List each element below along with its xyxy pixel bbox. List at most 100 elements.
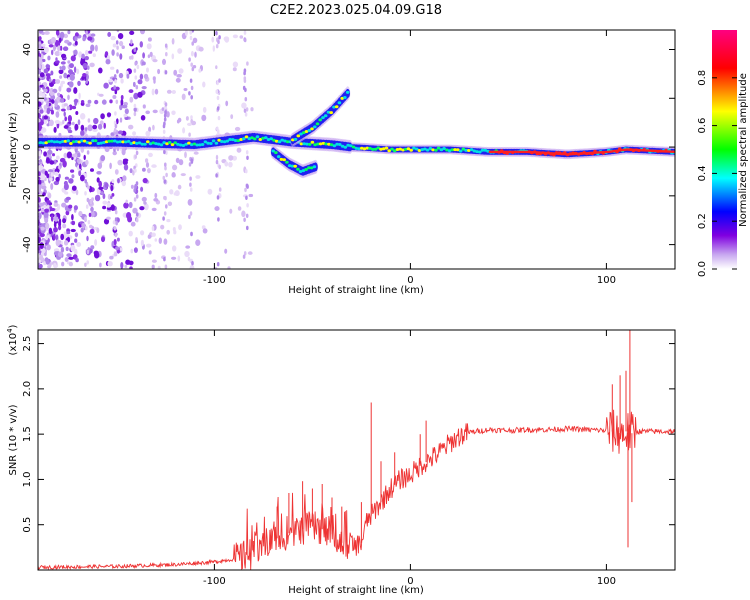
ridge-core [82, 139, 87, 143]
ridge-core [458, 149, 463, 153]
noise-blob [49, 176, 53, 182]
noise-blob [232, 155, 237, 161]
noise-blob [163, 211, 167, 216]
noise-blob [177, 48, 183, 54]
noise-blob [110, 35, 116, 41]
ridge-core [272, 138, 276, 142]
noise-blob [90, 168, 94, 172]
noise-blob [84, 191, 87, 196]
ridge-core [184, 142, 188, 146]
noise-blob [68, 204, 73, 209]
noise-blob [165, 52, 168, 57]
noise-blob [166, 229, 170, 235]
ridge-core [146, 140, 150, 144]
noise-blob [215, 44, 219, 49]
noise-blob [164, 162, 167, 167]
noise-blob [188, 162, 192, 167]
noise-blob [71, 121, 75, 126]
noise-blob [82, 62, 88, 69]
noise-blob [191, 41, 194, 46]
noise-blob [177, 184, 182, 190]
ridge-core [102, 141, 106, 144]
ridge-peak [500, 150, 503, 154]
ridge-core [305, 142, 309, 146]
noise-blob [67, 30, 71, 35]
noise-blob [243, 76, 247, 81]
ridge-core [384, 146, 389, 150]
noise-blob [173, 69, 178, 76]
ridge-core [258, 138, 263, 141]
ridge-peak [537, 151, 540, 154]
noise-blob [164, 166, 167, 171]
noise-blob [84, 173, 88, 178]
noise-blob [64, 257, 69, 262]
noise-blob [54, 100, 58, 108]
ridge-core [159, 143, 164, 147]
noise-blob [50, 207, 56, 212]
noise-blob [177, 255, 181, 262]
noise-blob [243, 108, 247, 113]
noise-blob [160, 224, 165, 230]
noise-blob [101, 99, 107, 105]
ridge-core [401, 148, 405, 152]
noise-blob [100, 113, 105, 120]
noise-blob [133, 111, 137, 117]
ridge-core [406, 147, 411, 151]
ridge-peak [575, 152, 578, 156]
noise-blob [86, 150, 90, 155]
noise-blob [143, 201, 147, 205]
noise-blob [245, 195, 248, 200]
noise-blob [93, 117, 99, 125]
noise-blob [143, 203, 149, 211]
ridge-core [222, 140, 227, 144]
ridge-core [52, 140, 57, 144]
noise-blob [147, 168, 151, 174]
ridge-main [38, 130, 675, 160]
noise-blob [100, 191, 104, 195]
noise-blob [133, 47, 137, 53]
noise-blob [50, 172, 54, 177]
ridge-core [264, 136, 268, 140]
ridge-peak [596, 151, 599, 154]
ridge-peak [528, 150, 531, 154]
noise-blob [90, 33, 96, 37]
noise-blob [133, 81, 136, 87]
noise-blob [47, 265, 52, 269]
noise-blob [111, 241, 114, 248]
noise-blob [43, 46, 49, 54]
noise-blob [66, 253, 72, 258]
noise-blob [38, 246, 41, 252]
noise-blob [232, 34, 238, 39]
ridge-core [439, 148, 444, 152]
noise-blob [134, 184, 137, 190]
noise-blob [61, 53, 67, 59]
noise-blob [38, 122, 42, 129]
noise-blob [229, 208, 233, 214]
ridge-peak [530, 150, 533, 154]
noise-blob [80, 174, 85, 182]
noise-blob [63, 33, 69, 39]
ridge-core [198, 143, 202, 147]
ridge-peak [492, 150, 495, 154]
ridge-core [324, 142, 328, 146]
noise-blob [128, 124, 134, 130]
noise-blob [63, 72, 68, 79]
ridge-peak [590, 151, 593, 155]
noise-blob [65, 210, 70, 216]
noise-blob [54, 50, 61, 57]
noise-blob [42, 192, 46, 197]
colorbar-tick-label: 0.0 [697, 261, 708, 277]
noise-blob [67, 115, 72, 122]
noise-blob [67, 94, 70, 101]
noise-blob [76, 68, 80, 75]
noise-blob [38, 56, 42, 62]
noise-blob [66, 151, 72, 159]
ridge-core [480, 148, 485, 152]
ridge-peak [524, 150, 527, 154]
ridge-core [69, 142, 73, 145]
noise-blob [176, 74, 182, 78]
noise-blob [62, 218, 67, 224]
noise-blob [58, 173, 61, 179]
ridge-peak [549, 152, 552, 155]
ridge-core [423, 147, 427, 151]
